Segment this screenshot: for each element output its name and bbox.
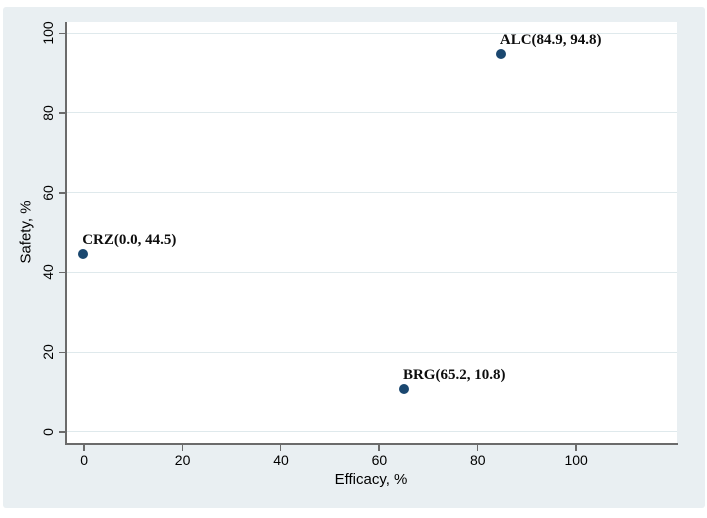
y-tick-40 xyxy=(59,271,66,274)
y-tick-0 xyxy=(59,431,66,433)
y-tick-label-100: 100 xyxy=(40,21,56,45)
y-tick-label-20: 20 xyxy=(40,344,56,360)
point-label-ALC: ALC(84.9, 94.8) xyxy=(499,31,602,48)
y-tick-label-40: 40 xyxy=(40,264,56,281)
y-axis-line xyxy=(65,22,67,443)
x-tick-label-60: 60 xyxy=(371,452,388,468)
y-gridline-100 xyxy=(66,32,677,34)
y-tick-label-0: 0 xyxy=(40,427,56,436)
x-tick-label-20: 20 xyxy=(174,452,191,468)
y-tick-20 xyxy=(59,351,66,354)
plot-region: ALC(84.9, 94.8) CRZ(0.0, 44.5) BRG(65.2, 1… xyxy=(66,22,677,443)
x-tick-100 xyxy=(575,445,577,451)
x-tick-0 xyxy=(83,445,85,451)
data-point-CRZ xyxy=(78,249,89,260)
y-gridline-60 xyxy=(66,192,677,194)
data-point-ALC xyxy=(495,48,506,59)
x-tick-60 xyxy=(378,445,380,451)
x-tick-20 xyxy=(181,445,184,451)
y-gridline-40 xyxy=(66,271,677,273)
x-tick-40 xyxy=(279,445,282,451)
y-gridline-80 xyxy=(66,112,677,114)
y-axis-title: Safety, % xyxy=(17,200,35,264)
y-tick-80 xyxy=(59,112,66,114)
y-tick-100 xyxy=(59,32,66,35)
y-tick-label-80: 80 xyxy=(40,105,56,121)
x-tick-label-0: 0 xyxy=(80,452,89,468)
x-tick-label-100: 100 xyxy=(564,452,588,468)
y-gridline-0 xyxy=(66,431,677,433)
y-tick-label-60: 60 xyxy=(40,184,56,201)
point-label-BRG: BRG(65.2, 10.8) xyxy=(402,366,506,383)
x-axis-line xyxy=(65,443,678,445)
data-point-BRG xyxy=(398,383,409,394)
y-tick-60 xyxy=(59,192,66,194)
x-tick-80 xyxy=(476,445,479,451)
y-gridline-20 xyxy=(66,351,677,353)
point-label-CRZ: CRZ(0.0, 44.5) xyxy=(82,232,177,249)
x-axis-title: Efficacy, % xyxy=(334,471,408,488)
x-tick-label-40: 40 xyxy=(273,452,289,468)
x-tick-label-80: 80 xyxy=(469,452,486,468)
